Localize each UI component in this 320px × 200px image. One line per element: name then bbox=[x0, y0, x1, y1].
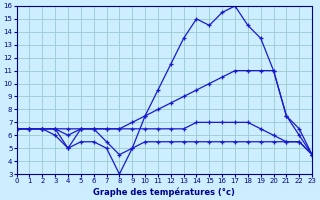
X-axis label: Graphe des températures (°c): Graphe des températures (°c) bbox=[93, 187, 235, 197]
